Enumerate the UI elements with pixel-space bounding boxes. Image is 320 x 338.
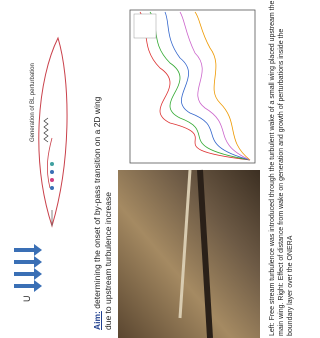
aim: Aim: determining the onset of by-pass tr…: [92, 90, 114, 330]
aim-label: Aim:: [92, 311, 102, 330]
flow-label: U: [22, 296, 32, 303]
page: U Generation of BL perturbation Aim: det…: [0, 0, 298, 338]
slide: U Generation of BL perturbation Aim: det…: [0, 0, 298, 338]
aim-text: determining the onset of by-pass transit…: [92, 97, 113, 330]
flow-arrows: [14, 244, 42, 292]
bl-diagram: [39, 38, 67, 226]
caption: Left: Free stream turbulence was introdu…: [268, 0, 295, 336]
diagram-label: Generation of BL perturbation: [30, 63, 36, 142]
results-plot: [130, 10, 255, 163]
slide-graphics: U Generation of BL perturbation: [0, 0, 298, 338]
